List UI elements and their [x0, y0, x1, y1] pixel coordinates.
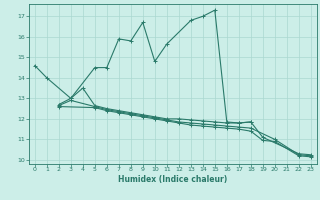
X-axis label: Humidex (Indice chaleur): Humidex (Indice chaleur): [118, 175, 228, 184]
